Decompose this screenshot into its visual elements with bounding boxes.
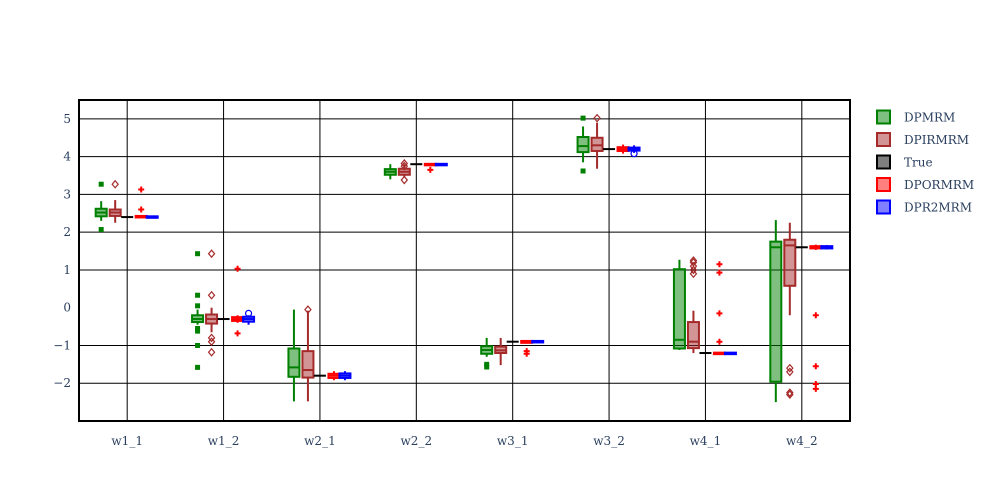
outlier-point [195,251,201,257]
outlier-point [630,150,638,158]
x-tick-label: w2_1 [304,434,336,448]
y-tick-label: −2 [53,376,71,390]
legend-label: DPIRMRM [904,133,969,147]
y-tick-label: 2 [63,225,71,239]
legend-swatch [876,132,891,147]
legend-label: DPMRM [904,111,955,125]
y-tick-label: 4 [63,150,71,164]
box [672,268,686,350]
outlier-point [207,333,216,343]
outlier-point [111,179,119,189]
legend-item-dpirmrm[interactable]: DPIRMRM [876,132,969,147]
outlier-point [400,159,409,168]
outlier-point [138,206,145,213]
legend-item-dpormrm[interactable]: DPORMRM [876,177,974,192]
legend-swatch [876,177,891,192]
legend[interactable]: DPMRM DPIRMRM True DPORMRM DPR2MRM [876,109,974,215]
outlier-point [234,330,241,337]
x-tick-label: w4_1 [690,434,722,448]
outlier-point [195,325,201,331]
outlier-point [689,269,698,279]
outlier-point [716,338,723,345]
series-dpmrm [94,115,783,403]
series-dpormrm [134,144,823,392]
x-tick-label: w3_2 [593,434,625,448]
outlier-point [716,269,723,276]
legend-swatch [876,199,891,215]
y-tick-label: 1 [63,263,71,277]
legend-swatch [876,109,891,125]
plot-background [79,100,850,421]
series-dpirmrm [108,113,797,402]
outlier-point [689,261,698,271]
outlier-point [580,168,586,174]
outlier-point [484,364,490,370]
y-tick-label: −1 [53,338,71,352]
outlier-point [207,337,216,347]
legend-label: DPR2MRM [904,201,972,215]
box [769,240,783,383]
x-tick-label: w2_2 [401,434,433,448]
outlier-point [304,305,312,315]
outlier-point [400,175,409,185]
legend-item-dpr2mrm[interactable]: DPR2MRM [876,199,972,215]
y-tick-label: 5 [63,112,71,126]
box [287,347,301,378]
y-axis-ticks: −2 −1 0 1 2 3 4 5 [53,112,71,390]
plot-border [78,99,851,422]
outlier-point [580,115,586,121]
box [576,136,590,154]
outlier-point [593,113,601,123]
series-dpr2mrm [145,145,834,381]
outlier-point [786,390,794,399]
outlier-point [786,367,794,377]
outlier-point [523,350,530,357]
outlier-point [98,227,104,233]
outlier-point [195,303,201,309]
outlier-point [207,249,216,259]
outlier-point [195,292,201,298]
x-axis-ticks: w1_1 w1_2 w2_1 w2_2 w3_1 w3_2 w4_1 w4_2 [111,434,817,448]
outlier-point [244,309,253,317]
outlier-point [716,261,723,268]
legend-item-true[interactable]: True [876,154,933,170]
legend-item-dpmrm[interactable]: DPMRM [876,109,955,125]
x-tick-label: w3_1 [497,434,529,448]
outlier-point [98,181,104,187]
outlier-point [484,361,490,367]
legend-label: DPORMRM [904,178,974,192]
x-tick-label: w4_2 [786,434,818,448]
box [301,350,315,379]
y-tick-label: 3 [63,187,71,201]
outlier-point [689,256,698,265]
x-tick-label: w1_1 [111,434,143,448]
y-tick-label: 0 [63,301,71,315]
legend-swatch [876,154,891,170]
outlier-point [207,347,216,357]
outlier-point [786,363,794,373]
outlier-point [138,186,145,193]
chart-marks [94,113,834,403]
outlier-point [195,364,201,370]
box [686,321,700,350]
outlier-point [195,328,201,334]
outlier-point [786,388,794,398]
outlier-point [812,312,819,319]
outlier-point [812,385,819,392]
outlier-point [427,166,434,173]
outlier-point [812,363,819,370]
legend-label: True [904,156,933,170]
outlier-point [234,265,241,272]
outlier-point [716,310,723,317]
series-true [121,148,808,377]
gridlines [79,100,850,421]
outlier-point [689,265,698,275]
outlier-point [195,342,201,348]
box [783,238,797,287]
outlier-point [207,290,216,300]
x-tick-label: w1_2 [208,434,240,448]
